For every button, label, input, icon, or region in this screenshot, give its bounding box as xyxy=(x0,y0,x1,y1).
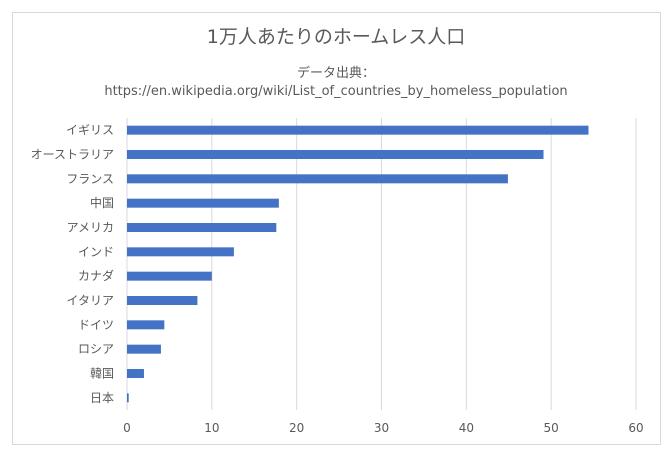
bar-4 xyxy=(127,223,277,232)
y-category-label: フランス xyxy=(66,172,114,186)
chart-subtitle-source-url: https://en.wikipedia.org/wiki/List_of_co… xyxy=(104,84,568,99)
y-category-label: アメリカ xyxy=(67,221,114,235)
chart-title: 1万人あたりのホームレス人口 xyxy=(206,26,466,48)
bar-2 xyxy=(127,174,508,184)
bar-7 xyxy=(127,296,198,305)
x-tick-label: 60 xyxy=(628,421,643,435)
y-category-label: ドイツ xyxy=(78,318,114,332)
bar-1 xyxy=(127,150,544,159)
y-category-label: 日本 xyxy=(90,391,114,405)
x-tick-label: 40 xyxy=(459,421,474,435)
bar-0 xyxy=(127,125,589,135)
y-category-label: カナダ xyxy=(78,268,114,283)
chart-area xyxy=(12,12,661,445)
bar-3 xyxy=(127,198,279,208)
bar-10 xyxy=(127,369,144,378)
y-category-label: 韓国 xyxy=(90,367,114,381)
bar-6 xyxy=(127,271,212,281)
x-tick-label: 50 xyxy=(544,421,559,435)
y-category-label: オーストラリア xyxy=(31,148,114,162)
x-tick-label: 30 xyxy=(374,421,389,435)
x-tick-label: 0 xyxy=(123,421,131,435)
y-category-label: ロシア xyxy=(78,342,114,356)
bar-5 xyxy=(127,247,234,257)
chart-subtitle-source-label: データ出典： xyxy=(296,66,375,81)
y-category-label: イギリス xyxy=(66,123,114,137)
y-category-label: イタリア xyxy=(66,294,114,308)
x-tick-label: 20 xyxy=(289,421,304,435)
y-category-label: 中国 xyxy=(90,195,114,210)
bar-9 xyxy=(127,344,161,354)
y-category-label: インド xyxy=(78,245,114,259)
x-tick-label: 10 xyxy=(204,421,219,435)
bar-11 xyxy=(127,393,129,403)
bar-8 xyxy=(127,320,165,330)
